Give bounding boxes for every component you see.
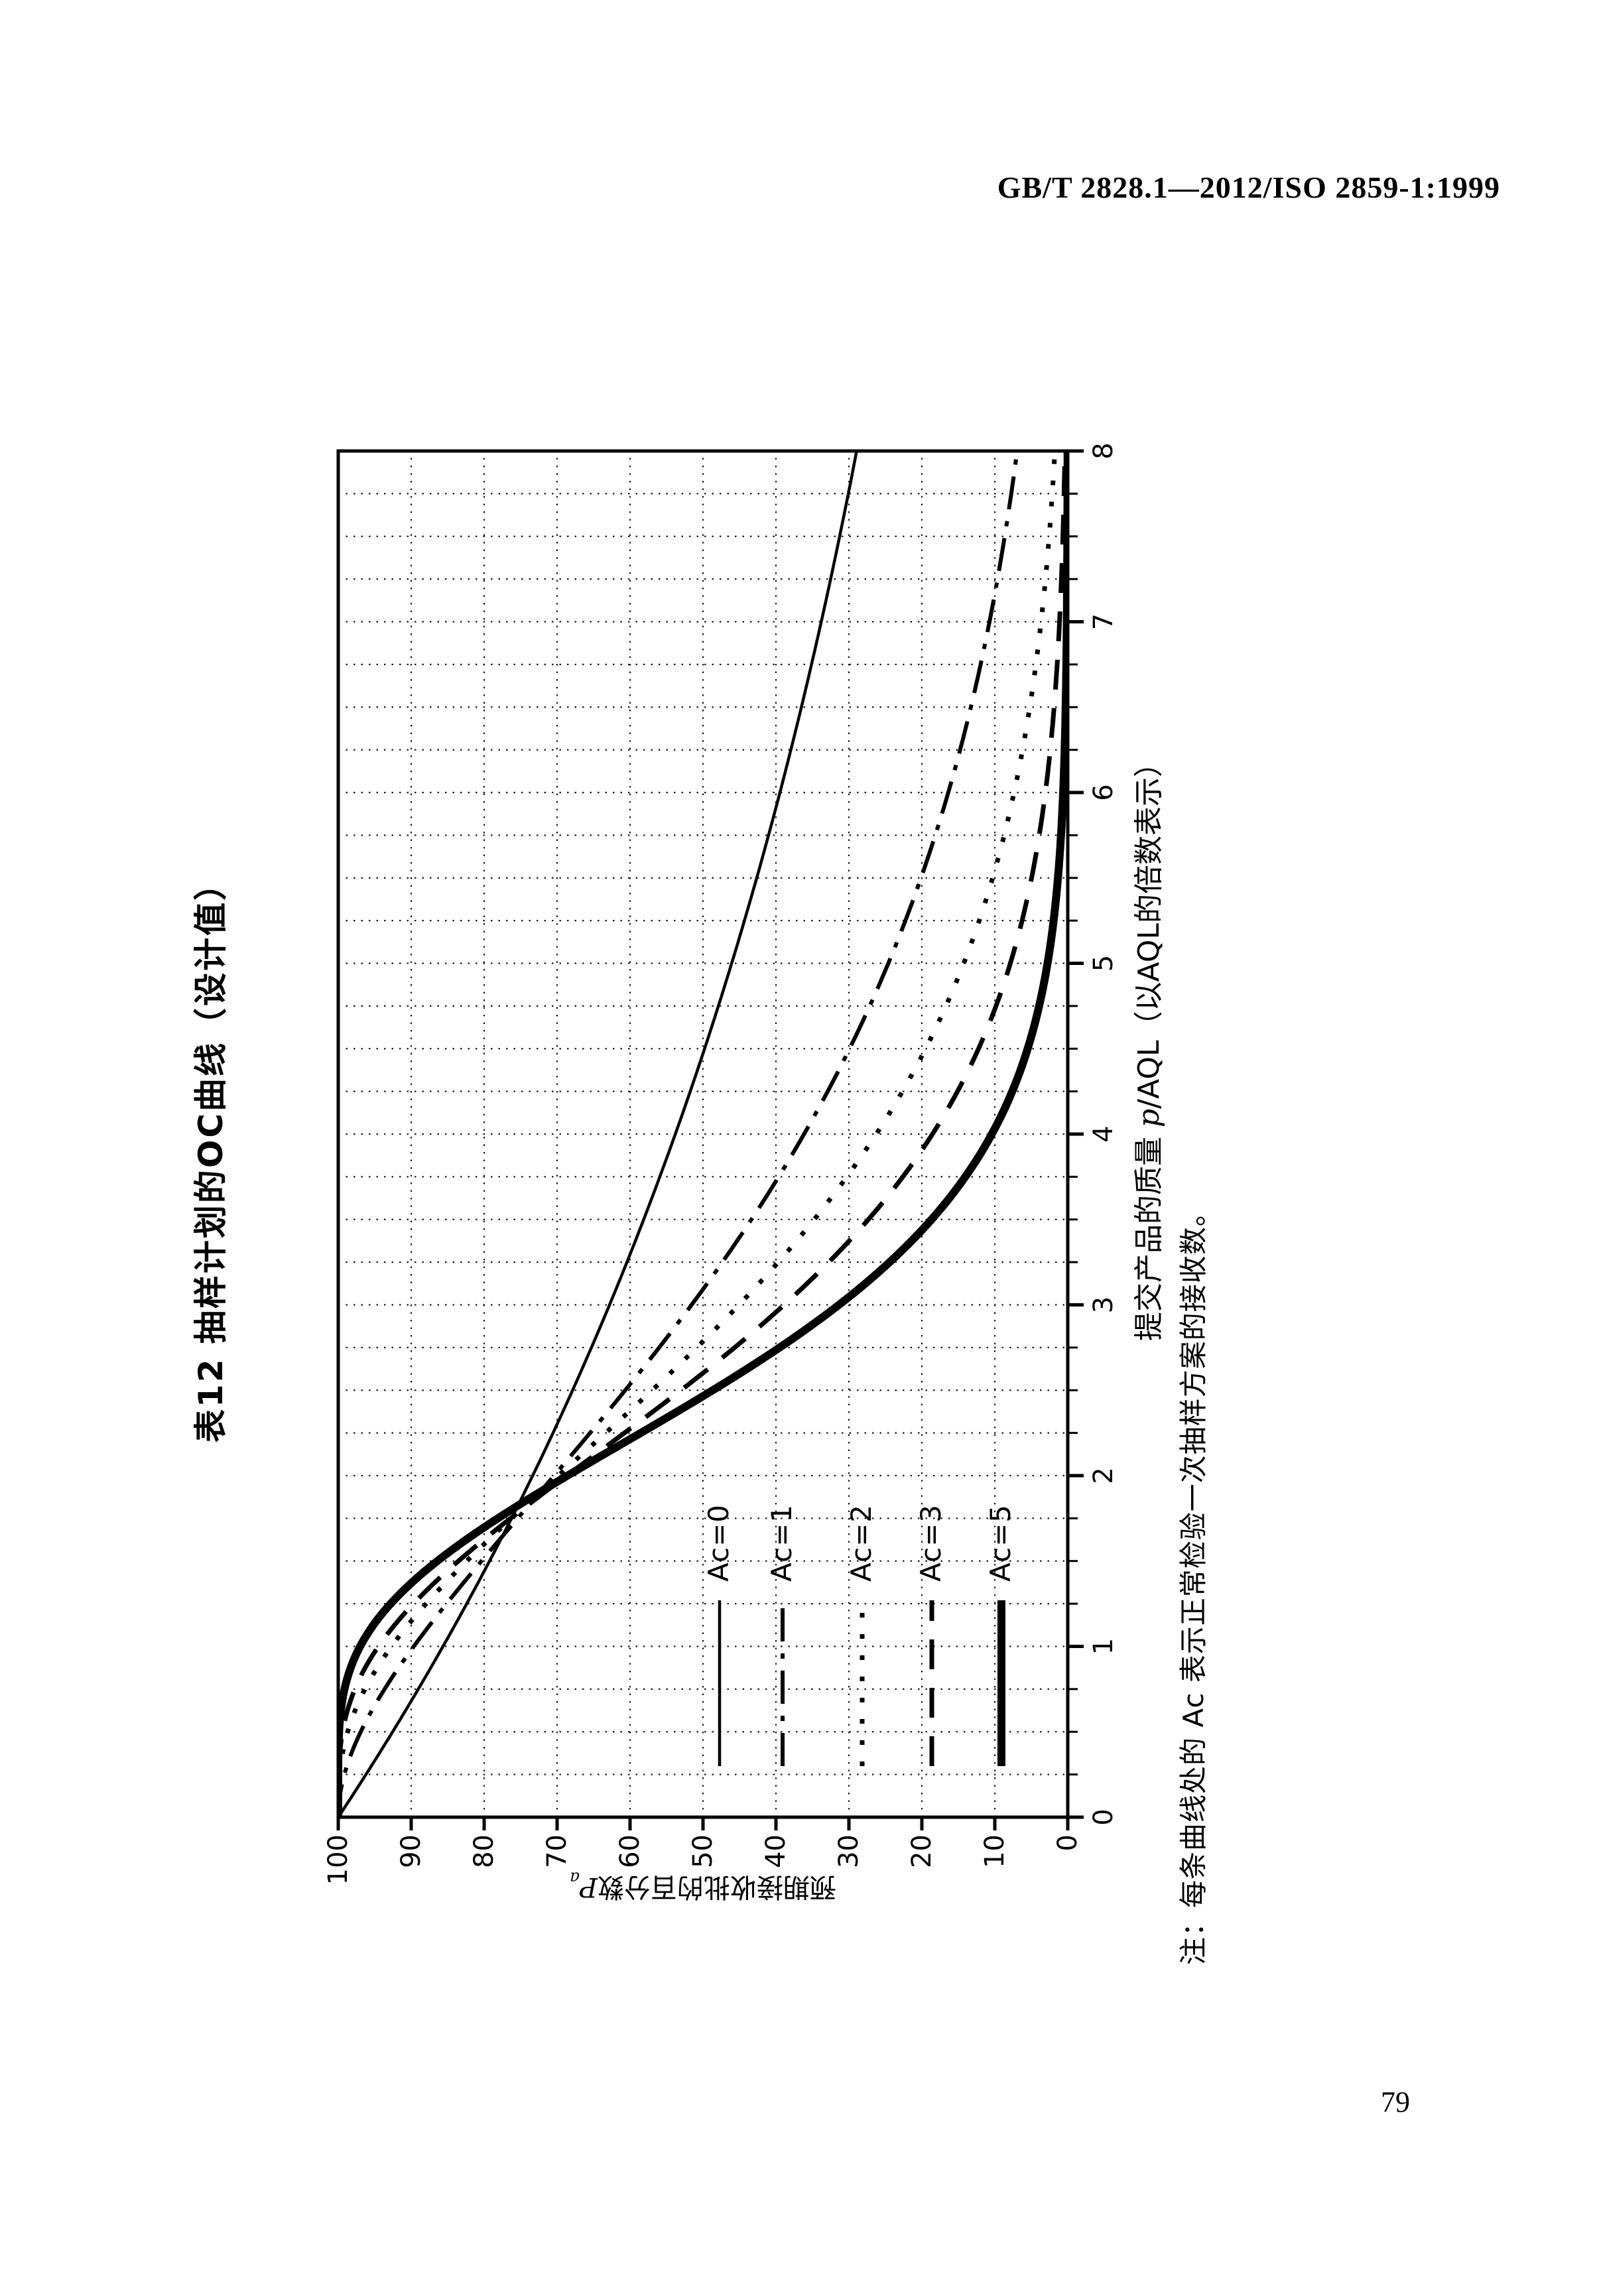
oc-curve-ac5 xyxy=(338,451,1068,1817)
y-tick-label-60: 60 xyxy=(615,1834,645,1868)
x-tick-label-7: 7 xyxy=(1088,613,1119,631)
x-axis-label: 提交产品的质量 p/AQL（以AQL的倍数表示） xyxy=(1125,580,1167,1509)
y-tick-label-0: 0 xyxy=(1053,1834,1083,1852)
legend-label-ac0: Ac=0 xyxy=(702,1504,735,1582)
x-tick-label-2: 2 xyxy=(1088,1467,1119,1484)
x-tick-label-4: 4 xyxy=(1088,1125,1119,1143)
legend-label-ac1: Ac=1 xyxy=(765,1504,798,1582)
x-axis-label-prefix: 提交产品的质量 xyxy=(1132,1127,1166,1341)
oc-curve-figure: 表12 抽样计划的OC曲线（设计值） 预期接收批的百分数Pa 提交产品的质量 p… xyxy=(166,398,1293,1990)
x-tick-label-0: 0 xyxy=(1088,1809,1119,1826)
legend-label-ac3: Ac=3 xyxy=(915,1504,947,1582)
x-tick-label-3: 3 xyxy=(1088,1296,1119,1314)
y-tick-label-50: 50 xyxy=(688,1834,718,1868)
x-tick-label-6: 6 xyxy=(1088,784,1119,801)
figure-note: 注：每条曲线处的 Ac 表示正常检验一次抽样方案的接收数。 xyxy=(1177,1198,1210,1965)
oc-curve-ac0 xyxy=(338,451,858,1817)
oc-chart-canvas xyxy=(336,449,1084,1830)
y-tick-label-30: 30 xyxy=(834,1834,864,1868)
x-tick-label-1: 1 xyxy=(1088,1637,1119,1655)
oc-curve-ac3 xyxy=(338,451,1068,1817)
x-axis-label-symbol: p xyxy=(1132,1108,1166,1127)
plot-frame xyxy=(336,449,1070,1819)
legend-label-ac2: Ac=2 xyxy=(845,1504,877,1582)
y-tick-label-100: 100 xyxy=(323,1834,353,1885)
standard-number-header: GB/T 2828.1—2012/ISO 2859-1:1999 xyxy=(997,170,1500,204)
figure-title: 表12 抽样计划的OC曲线（设计值） xyxy=(192,865,230,1443)
y-tick-label-10: 10 xyxy=(980,1834,1010,1868)
oc-curve-ac2 xyxy=(338,451,1058,1817)
y-tick-label-70: 70 xyxy=(542,1834,572,1868)
x-tick-label-8: 8 xyxy=(1088,442,1119,460)
legend-label-ac5: Ac=5 xyxy=(984,1504,1017,1582)
x-axis-label-suffix: /AQL（以AQL的倍数表示） xyxy=(1132,748,1166,1109)
y-axis-label-symbol: P xyxy=(579,1872,598,1902)
oc-curve-ac1 xyxy=(338,451,1019,1817)
x-tick-label-5: 5 xyxy=(1088,954,1119,972)
y-tick-label-80: 80 xyxy=(469,1834,499,1868)
y-tick-label-90: 90 xyxy=(396,1834,426,1868)
page-number: 79 xyxy=(1381,2086,1410,2118)
y-tick-label-20: 20 xyxy=(907,1834,937,1868)
y-tick-label-40: 40 xyxy=(761,1834,791,1868)
